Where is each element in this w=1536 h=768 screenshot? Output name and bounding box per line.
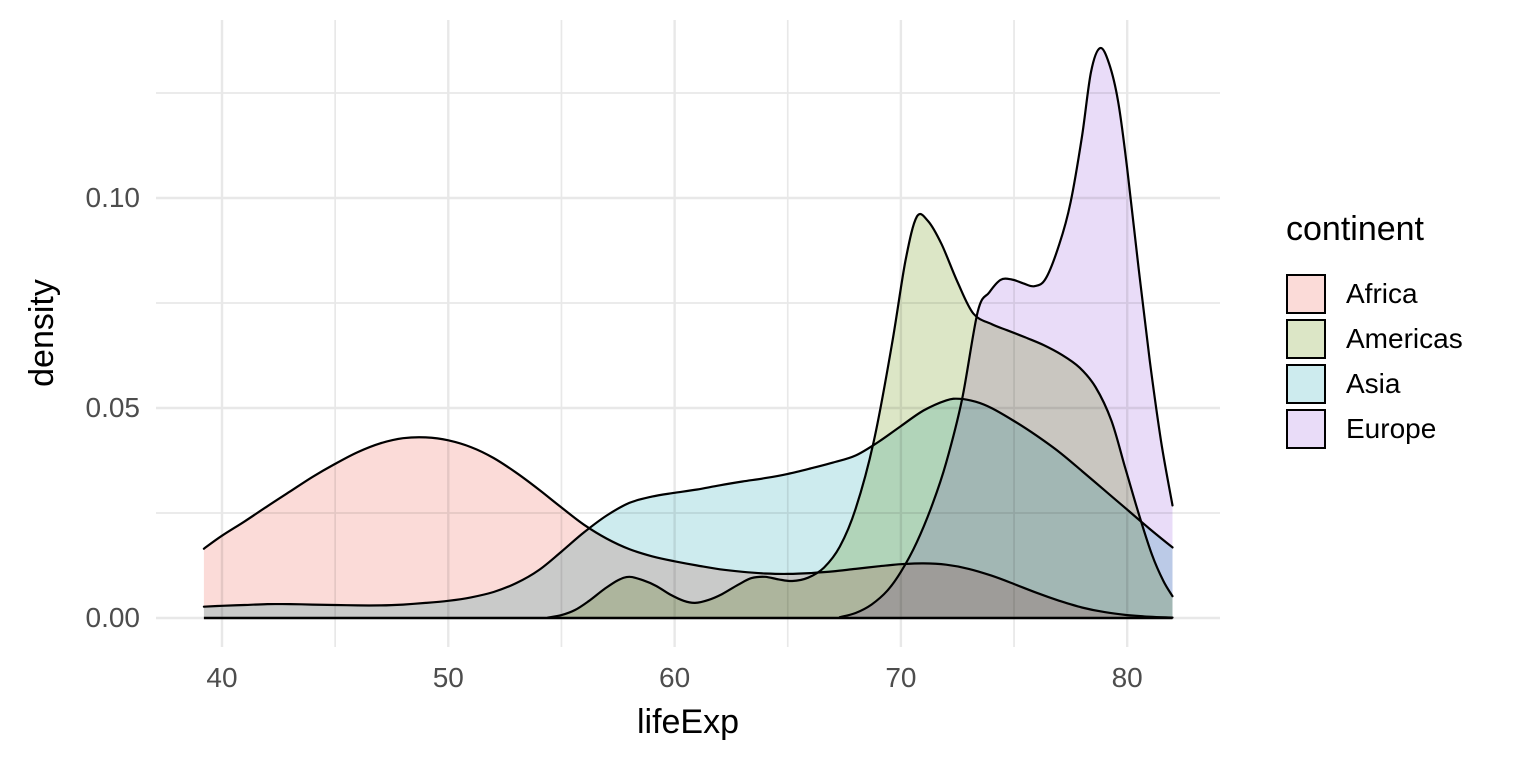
legend-item-asia: Asia [1286, 362, 1463, 405]
density-curve-europe [838, 46, 1174, 619]
legend-item-label: Americas [1346, 322, 1463, 354]
legend-item-label: Africa [1346, 277, 1418, 309]
legend-items: Africa Americas Asia Europe [1286, 272, 1463, 450]
legend-title: continent [1286, 210, 1424, 248]
legend-item-label: Asia [1346, 367, 1401, 399]
y-tick-label: 0.05 [85, 392, 141, 423]
legend-key-swatch-asia [1286, 363, 1326, 404]
y-tick-label: 0.00 [85, 602, 141, 633]
legend-item-africa: Africa [1286, 272, 1463, 315]
density-curve-americas [546, 212, 1174, 619]
y-axis-title: density [23, 279, 61, 387]
x-tick-label: 40 [206, 662, 238, 693]
x-tick-label: 70 [885, 662, 917, 693]
y-tick-label: 0.10 [85, 182, 141, 213]
legend: continent Africa Americas Asia Europe [1286, 212, 1463, 450]
density-area-europe [839, 47, 1173, 618]
x-tick-label: 80 [1111, 662, 1143, 693]
legend-item-americas: Americas [1286, 317, 1463, 360]
legend-key-swatch-americas [1286, 318, 1326, 359]
density-curve-asia [202, 397, 1174, 608]
density-curve-africa [202, 436, 1174, 619]
x-axis-title: lifeExp [636, 703, 740, 741]
legend-key-swatch-europe [1286, 408, 1326, 449]
x-tick-label: 50 [432, 662, 464, 693]
density-curve-outlines [202, 46, 1174, 620]
x-tick-label: 60 [659, 662, 691, 693]
legend-item-label: Europe [1346, 412, 1437, 444]
legend-key-swatch-africa [1286, 273, 1326, 314]
density-area-fills [203, 47, 1173, 618]
legend-item-europe: Europe [1286, 407, 1463, 450]
